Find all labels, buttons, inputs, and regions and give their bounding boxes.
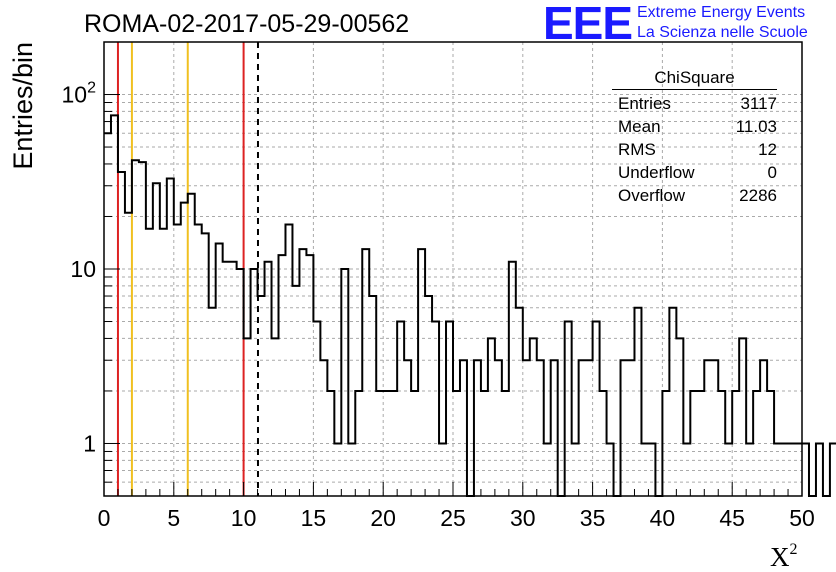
eee-logo: EEE [543,0,633,49]
stats-value: 3117 [740,94,777,113]
chart-title: ROMA-02-2017-05-29-00562 [84,10,410,38]
x-tick-label: 25 [440,505,466,531]
x-tick-label: 40 [650,505,676,531]
stats-value: 0 [767,163,777,182]
stats-label: Overflow [618,186,686,205]
stats-row-underflow: Underflow 0 [612,161,777,184]
stats-label: RMS [618,140,656,159]
logo-line-2: La Scienza nelle Scuole [637,24,808,41]
y-axis-label: Entries/bin [8,42,38,170]
y-tick-label: 102 [62,80,97,108]
x-tick-label: 35 [580,505,606,531]
histogram-series [104,114,836,497]
x-tick-label: 30 [510,505,536,531]
x-tick-label: 5 [167,505,180,531]
stats-label: Underflow [618,163,695,182]
x-tick-label: 20 [370,505,396,531]
stats-label: Mean [618,117,661,136]
x-tick-label: 0 [98,505,111,531]
y-tick-label: 10 [70,256,96,282]
x-axis-label: X2 [770,541,798,572]
stats-title: ChiSquare [612,68,777,90]
x-tick-label: 15 [301,505,327,531]
stats-value: 2286 [739,186,777,205]
stats-row-mean: Mean 11.03 [612,115,777,138]
x-tick-label: 45 [719,505,745,531]
logo-line-1: Extreme Energy Events [637,4,806,21]
stats-value: 11.03 [735,117,777,136]
stats-label: Entries [618,94,671,113]
stats-row-overflow: Overflow 2286 [612,184,777,207]
stats-value: 12 [758,140,777,159]
y-tick-label: 1 [83,430,96,456]
stats-box: ChiSquare Entries 3117 Mean 11.03 RMS 12 Un… [612,68,777,207]
x-tick-label: 10 [231,505,257,531]
x-tick-label: 50 [789,505,815,531]
stats-row-entries: Entries 3117 [612,92,777,115]
stats-row-rms: RMS 12 [612,138,777,161]
